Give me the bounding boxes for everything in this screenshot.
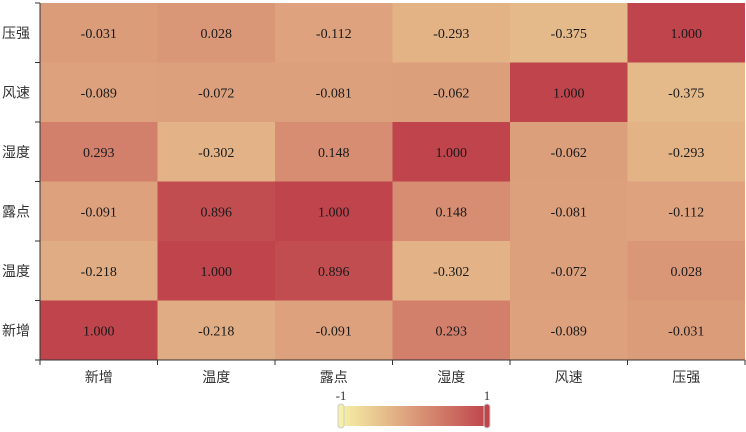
cell-value-label: -0.072 (551, 265, 587, 280)
cell-value-label: -0.091 (81, 205, 117, 220)
visual-map-min-label: -1 (336, 388, 347, 403)
cell-value-label: 1.000 (436, 146, 468, 161)
heatmap-cell[interactable] (40, 3, 158, 63)
visual-map-min-handle[interactable] (337, 403, 345, 429)
heatmap-cell[interactable] (510, 3, 628, 63)
heatmap-cell[interactable] (275, 300, 393, 361)
cell-value-label: -0.218 (198, 324, 234, 339)
heatmap-cell[interactable] (40, 241, 158, 301)
x-tick-label: 风速 (555, 370, 583, 386)
heatmap-cell[interactable] (627, 300, 746, 361)
cell-value-label: -0.218 (81, 265, 117, 280)
heatmap-cell[interactable] (275, 3, 393, 63)
heatmap-cell[interactable] (627, 122, 746, 182)
heatmap-cell[interactable] (275, 181, 393, 242)
heatmap-cell[interactable] (510, 122, 628, 182)
cell-value-label: -0.112 (668, 205, 704, 220)
cell-value-label: 1.000 (553, 86, 585, 101)
heatmap-cell[interactable] (510, 300, 628, 361)
heatmap-cell[interactable] (40, 122, 158, 182)
cell-value-label: -0.089 (551, 324, 587, 339)
heatmap-cell[interactable] (157, 241, 276, 301)
heatmap-cell[interactable] (275, 62, 393, 123)
heatmap-cell[interactable] (627, 241, 746, 301)
heatmap-cell[interactable] (392, 3, 511, 63)
y-tick-label: 湿度 (2, 145, 30, 161)
x-tick-label: 露点 (320, 370, 348, 386)
x-tick-label: 新增 (85, 370, 113, 386)
cell-value-label: -0.031 (81, 27, 117, 42)
heatmap-cell[interactable] (392, 300, 511, 361)
y-tick-label: 新增 (2, 323, 30, 339)
cell-value-label: -0.062 (551, 146, 587, 161)
heatmap-cell[interactable] (40, 300, 158, 361)
cell-value-label: -0.031 (668, 324, 704, 339)
x-tick-label: 温度 (202, 370, 230, 386)
cell-value-label: 1.000 (83, 324, 115, 339)
cell-value-label: -0.062 (433, 86, 469, 101)
heatmap-cell[interactable] (275, 241, 393, 301)
y-tick-label: 温度 (2, 264, 30, 280)
visual-map-gradient-bar[interactable] (342, 406, 487, 426)
cell-value-label: -0.375 (668, 86, 704, 101)
x-tick-label: 压强 (672, 370, 700, 386)
cell-value-label: -0.089 (81, 86, 117, 101)
cell-value-label: -0.081 (316, 86, 352, 101)
cell-value-label: 0.028 (201, 27, 233, 42)
cell-value-labels: 1.000 -0.218 -0.091 0.293 -0.089 -0.031 -0.218… (81, 27, 705, 340)
heatmap-cell[interactable] (510, 62, 628, 123)
cell-value-label: -0.302 (198, 146, 234, 161)
cell-value-label: -0.091 (316, 324, 352, 339)
cell-value-label: -0.375 (551, 27, 587, 42)
heatmap-cell[interactable] (392, 62, 511, 123)
heatmap-cell[interactable] (157, 181, 276, 242)
heatmap-cell[interactable] (510, 241, 628, 301)
cell-value-label: 1.000 (201, 265, 233, 280)
cell-value-label: 0.293 (436, 324, 468, 339)
heatmap-cell[interactable] (40, 181, 158, 242)
cell-value-label: 0.896 (318, 265, 350, 280)
heatmap-cell[interactable] (510, 181, 628, 242)
x-tick-label: 湿度 (437, 370, 465, 386)
heatmap-cell[interactable] (627, 3, 746, 63)
cell-value-label: 1.000 (318, 205, 350, 220)
heatmap-cell[interactable] (157, 62, 276, 123)
cell-value-label: 1.000 (671, 27, 703, 42)
visual-map-legend[interactable]: -1 1 (336, 388, 491, 429)
cell-value-label: -0.293 (433, 27, 469, 42)
cell-value-label: -0.293 (668, 146, 704, 161)
cell-value-label: -0.072 (198, 86, 234, 101)
heatmap-cell[interactable] (392, 181, 511, 242)
y-tick-label: 露点 (2, 204, 30, 220)
cell-value-label: 0.148 (436, 205, 468, 220)
visual-map-max-label: 1 (484, 388, 491, 403)
cell-value-label: 0.028 (671, 265, 703, 280)
heatmap-cell[interactable] (157, 3, 276, 63)
heatmap-cell[interactable] (275, 122, 393, 182)
heatmap-cell[interactable] (40, 62, 158, 123)
heatmap-cell[interactable] (157, 122, 276, 182)
heatmap-cell[interactable] (627, 181, 746, 242)
cell-value-label: 0.896 (201, 205, 233, 220)
cell-value-label: 0.148 (318, 146, 350, 161)
cell-value-label: -0.081 (551, 205, 587, 220)
cell-value-label: -0.112 (316, 27, 352, 42)
heatmap-cell[interactable] (392, 241, 511, 301)
heatmap-cell[interactable] (392, 122, 511, 182)
heatmap-cell[interactable] (627, 62, 746, 123)
cell-value-label: 0.293 (83, 146, 115, 161)
y-tick-label: 风速 (2, 85, 30, 101)
heatmap-cell[interactable] (157, 300, 276, 361)
heatmap-cells (40, 3, 745, 360)
y-tick-label: 压强 (2, 26, 30, 42)
cell-value-label: -0.302 (433, 265, 469, 280)
visual-map-max-handle[interactable] (483, 403, 491, 429)
